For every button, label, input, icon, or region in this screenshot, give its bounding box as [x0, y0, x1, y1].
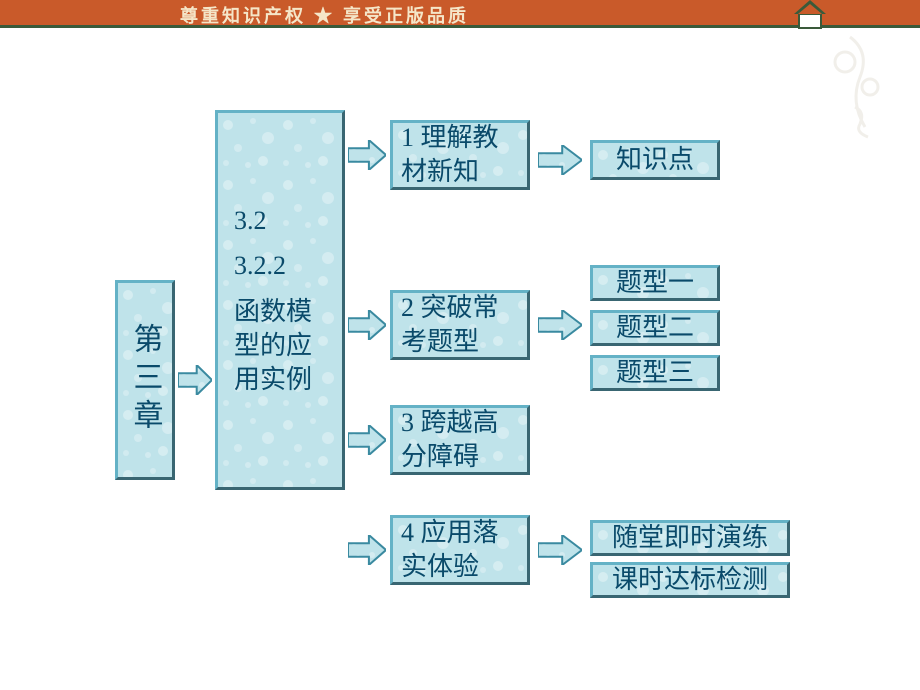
- node-n9: 题型三: [590, 355, 720, 391]
- node-n5: 4 应用落实体验: [390, 515, 530, 585]
- arrow-6: [538, 310, 582, 340]
- node-n2: 1 理解教材新知: [390, 120, 530, 190]
- arrow-5: [538, 145, 582, 175]
- node-n7: 题型一: [590, 265, 720, 301]
- arrow-2: [348, 310, 386, 340]
- arrow-3: [348, 425, 386, 455]
- node-label: 3.23.2.2函数模型的应用实例: [226, 204, 334, 397]
- decoration-icon: [810, 32, 900, 152]
- node-label: 1 理解教材新知: [401, 121, 519, 189]
- node-label: 4 应用落实体验: [401, 516, 519, 584]
- node-label: 3 跨越高分障碍: [401, 406, 519, 474]
- node-label: 随堂即时演练: [612, 521, 768, 555]
- logo-icon: [790, 0, 830, 32]
- node-n3: 2 突破常考题型: [390, 290, 530, 360]
- arrow-7: [538, 535, 582, 565]
- node-label: 知识点: [616, 143, 694, 177]
- arrow-1: [348, 140, 386, 170]
- node-label: 题型二: [616, 311, 694, 345]
- node-n1: 3.23.2.2函数模型的应用实例: [215, 110, 345, 490]
- node-n6: 知识点: [590, 140, 720, 180]
- node-n4: 3 跨越高分障碍: [390, 405, 530, 475]
- node-label: 2 突破常考题型: [401, 291, 519, 359]
- node-n10: 随堂即时演练: [590, 520, 790, 556]
- node-label: 题型三: [616, 356, 694, 390]
- node-n8: 题型二: [590, 310, 720, 346]
- header-bar: 尊重知识产权 ★ 享受正版品质: [0, 0, 920, 28]
- arrow-4: [348, 535, 386, 565]
- node-label: 第三章: [126, 323, 165, 437]
- arrow-0: [178, 365, 212, 395]
- node-label: 课时达标检测: [612, 563, 768, 597]
- node-n11: 课时达标检测: [590, 562, 790, 598]
- node-label: 题型一: [616, 266, 694, 300]
- header-text: 尊重知识产权 ★ 享受正版品质: [180, 2, 469, 28]
- node-n0: 第三章: [115, 280, 175, 480]
